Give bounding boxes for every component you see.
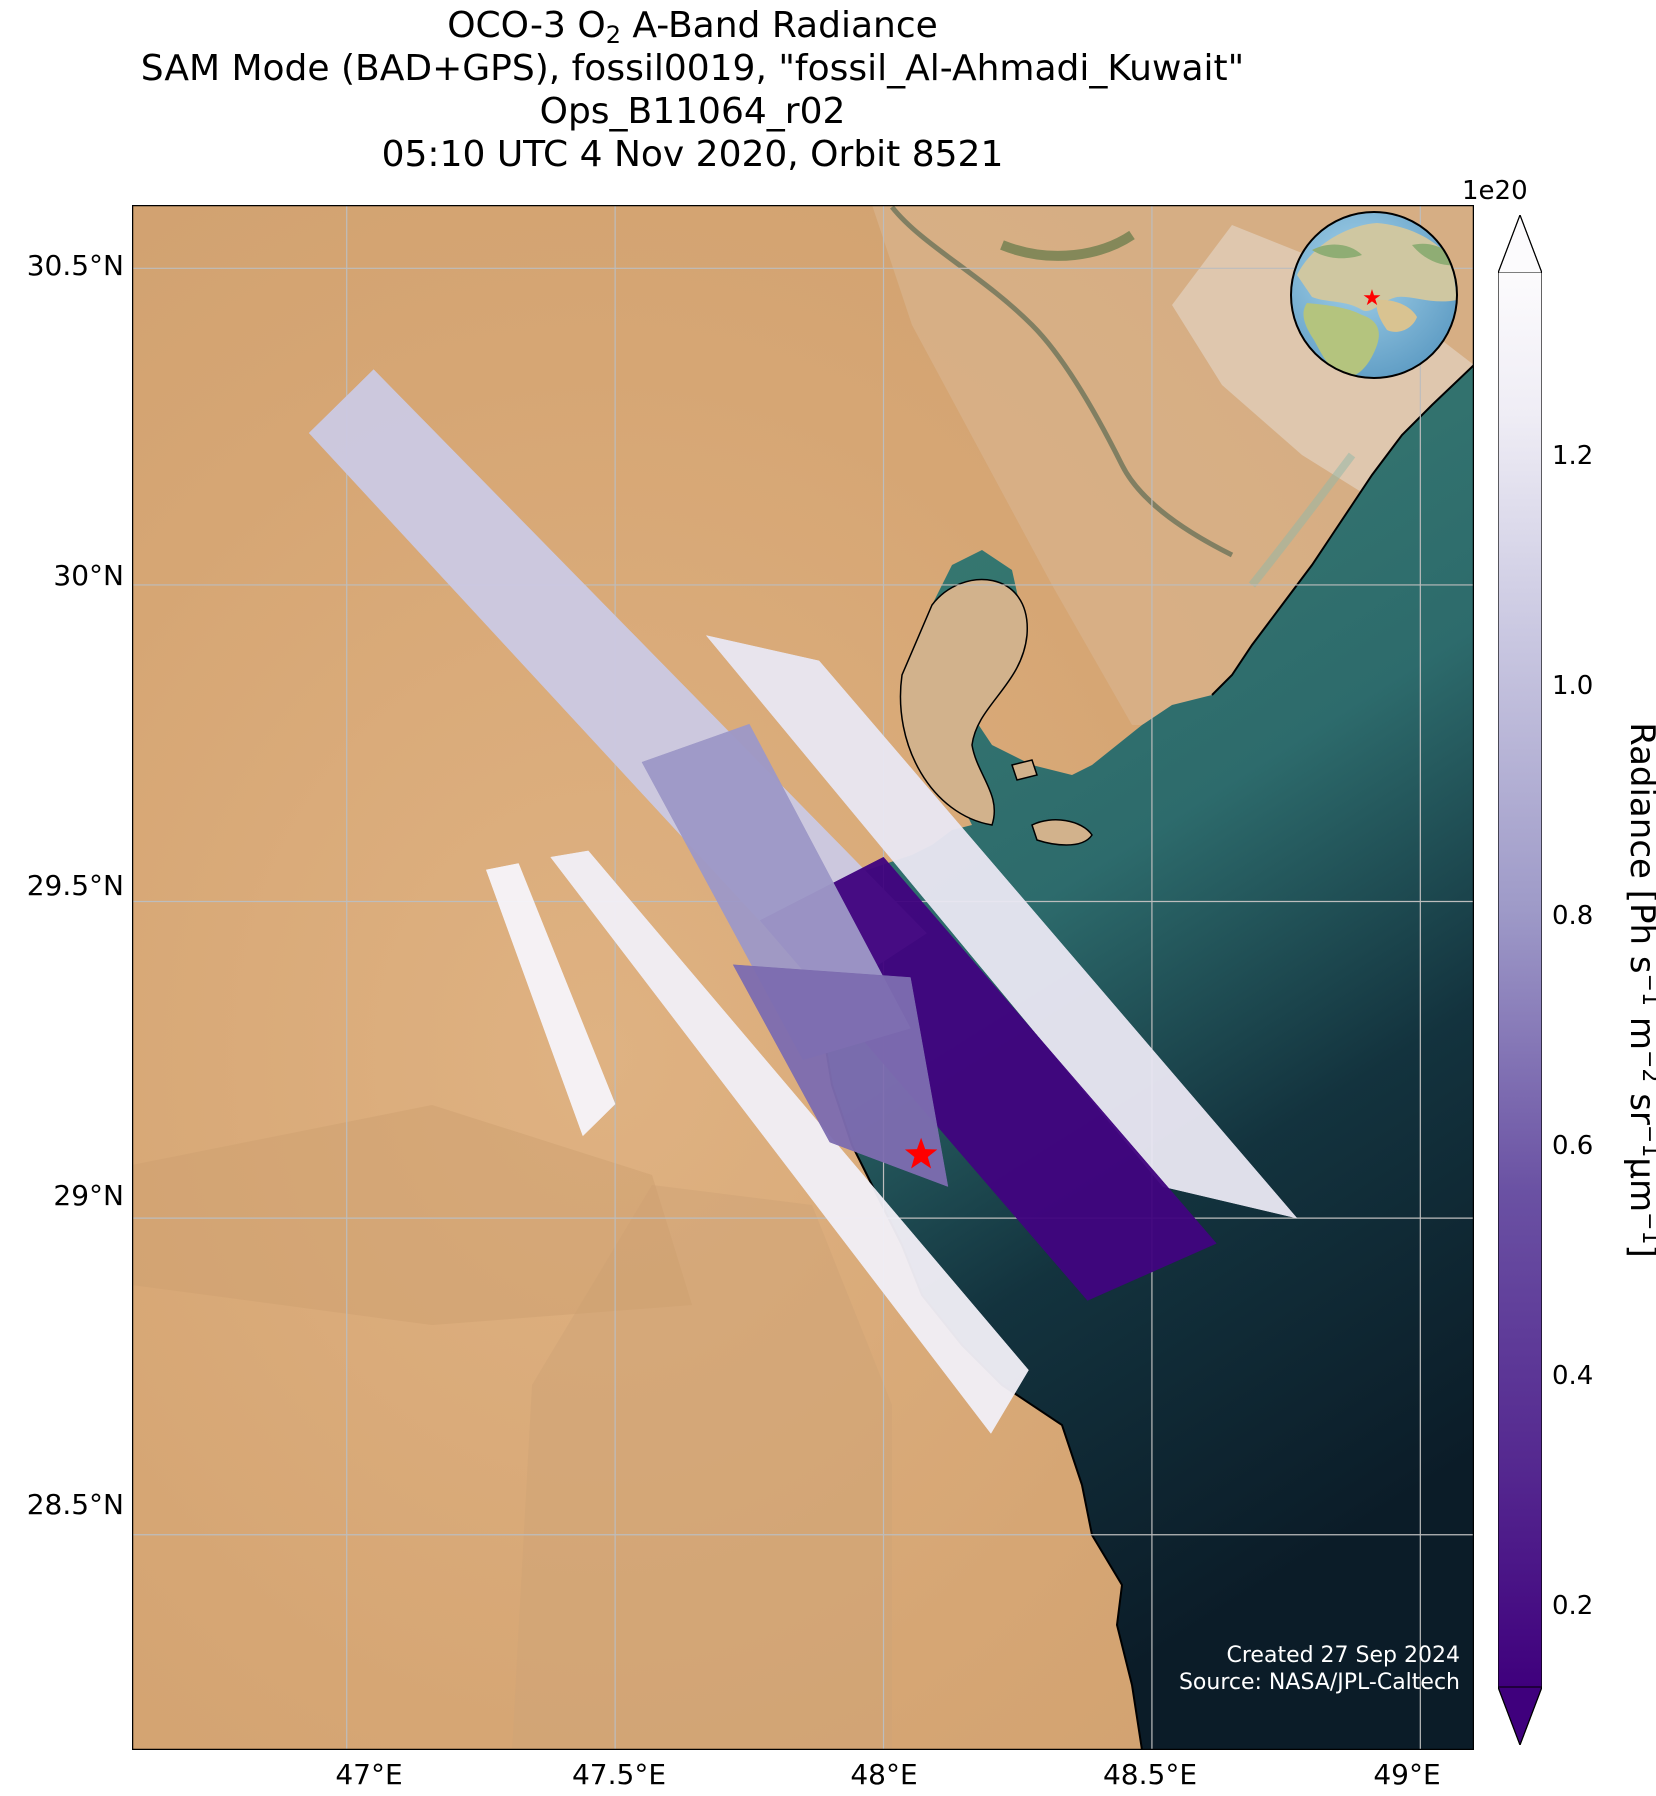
lon-label-48: 48°E	[850, 1758, 918, 1791]
colorbar-tick-label-0: 0.2	[1552, 1590, 1594, 1621]
map-frame	[132, 205, 1474, 1750]
radiance-swaths	[308, 369, 1298, 1434]
title-block: OCO-3 O2 A-Band Radiance SAM Mode (BAD+G…	[0, 4, 1385, 176]
colorbar-exponent: 1e20	[1462, 176, 1528, 206]
title-line-1: OCO-3 O2 A-Band Radiance	[447, 5, 938, 49]
map-canvas: ★	[132, 205, 1474, 1750]
colorbar-label: Radiance [Ph s−1 m−2 sr−1μm−1]	[1621, 722, 1656, 1258]
colorbar	[1498, 215, 1542, 1745]
created-date: Created 27 Sep 2024	[1226, 1643, 1461, 1668]
title-line-3: Ops_B11064_r02	[539, 91, 846, 132]
colorbar-tick-label-5: 1.2	[1552, 440, 1594, 471]
swath-5	[485, 863, 616, 1137]
colorbar-tick-label-1: 0.4	[1552, 1360, 1594, 1391]
lat-label-29-5: 29.5°N	[26, 869, 124, 902]
data-source: Source: NASA/JPL-Caltech	[1178, 1670, 1460, 1695]
lat-label-29: 29°N	[53, 1179, 124, 1212]
credits: Created 27 Sep 2024 Source: NASA/JPL-Cal…	[1179, 1642, 1460, 1696]
lat-label-30-5: 30.5°N	[26, 249, 124, 282]
colorbar-gradient	[1498, 273, 1542, 1687]
colorbar-tick-label-3: 0.8	[1552, 900, 1594, 931]
swath-1	[705, 635, 1298, 1219]
lon-label-48-5: 48.5°E	[1102, 1758, 1198, 1791]
inset-globe: ★	[1290, 211, 1458, 379]
title-line-4: 05:10 UTC 4 Nov 2020, Orbit 8521	[381, 134, 1004, 175]
lon-label-47: 47°E	[335, 1758, 403, 1791]
star-icon	[904, 1137, 938, 1169]
target-marker	[904, 1137, 938, 1169]
map-panel: ★	[132, 205, 1474, 1750]
swath-6	[732, 964, 949, 1187]
colorbar-tick-label-2: 0.6	[1552, 1130, 1594, 1161]
lon-label-49: 49°E	[1373, 1758, 1441, 1791]
colorbar-extend-high	[1498, 215, 1542, 274]
colorbar-extend-low	[1498, 1686, 1542, 1745]
lat-label-30: 30°N	[53, 559, 124, 592]
globe-star-icon: ★	[1362, 286, 1382, 311]
colorbar-tick-label-4: 1.0	[1552, 670, 1594, 701]
lat-label-28-5: 28.5°N	[26, 1488, 124, 1521]
lon-label-47-5: 47.5°E	[571, 1758, 667, 1791]
title-line-2: SAM Mode (BAD+GPS), fossil0019, "fossil_…	[140, 48, 1245, 89]
swath-4	[550, 850, 1029, 1434]
